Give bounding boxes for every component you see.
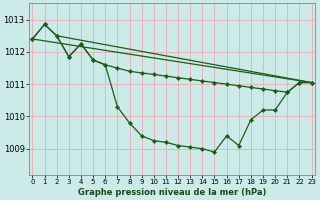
- X-axis label: Graphe pression niveau de la mer (hPa): Graphe pression niveau de la mer (hPa): [78, 188, 266, 197]
